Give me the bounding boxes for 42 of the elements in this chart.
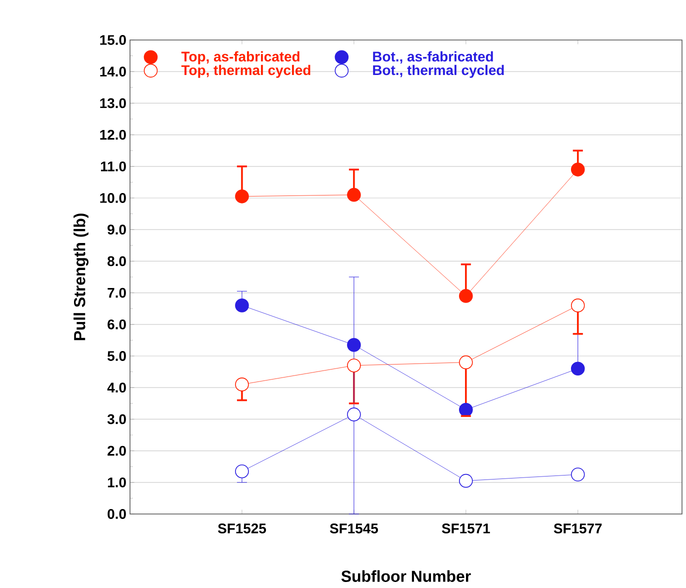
legend-label: Top, as-fabricated — [181, 51, 300, 64]
point — [347, 188, 361, 202]
y-tick-label: 10.0 — [100, 193, 126, 203]
point — [570, 162, 585, 176]
y-tick-label: 4.0 — [107, 382, 126, 393]
y-tick-label: 7.0 — [108, 288, 126, 298]
y-tick-label: 13.0 — [100, 98, 126, 108]
point — [235, 464, 249, 478]
point — [347, 358, 361, 372]
legend-label: Bot., thermal cycled — [373, 64, 504, 78]
x-tick-label: SF1525 — [218, 524, 266, 534]
legend-label: Top, thermal cycled — [181, 64, 310, 78]
y-tick-label: 14.0 — [100, 66, 126, 77]
point — [570, 298, 585, 312]
point — [235, 298, 249, 312]
x-axis-title: Subfloor Number — [341, 570, 471, 582]
point — [235, 378, 249, 392]
point — [459, 402, 473, 417]
y-tick-label: 11.0 — [100, 161, 126, 172]
y-axis-title: Pull Strength (lb) — [74, 214, 88, 340]
legend-label: Bot., as-fabricated — [373, 51, 493, 64]
point — [347, 338, 361, 352]
point — [570, 362, 585, 376]
y-tick-label: 15.0 — [100, 35, 126, 45]
y-tick-label: 12.0 — [100, 130, 126, 140]
y-tick-label: 8.0 — [108, 256, 126, 266]
x-tick-label: SF1577 — [554, 524, 602, 534]
point — [459, 355, 473, 370]
point — [570, 468, 585, 482]
y-tick-label: 3.0 — [107, 414, 126, 424]
point — [459, 289, 473, 303]
x-tick-label: SF1571 — [442, 524, 490, 534]
point — [235, 190, 249, 204]
y-tick-label: 9.0 — [108, 224, 126, 235]
point — [347, 408, 361, 422]
y-tick-label: 6.0 — [108, 319, 126, 330]
y-tick-label: 1.0 — [108, 477, 126, 488]
x-tick-label: SF1545 — [330, 524, 378, 534]
y-tick-label: 0.0 — [108, 509, 126, 519]
point — [459, 474, 473, 488]
y-tick-label: 5.0 — [108, 351, 126, 361]
y-tick-label: 2.0 — [108, 446, 126, 456]
